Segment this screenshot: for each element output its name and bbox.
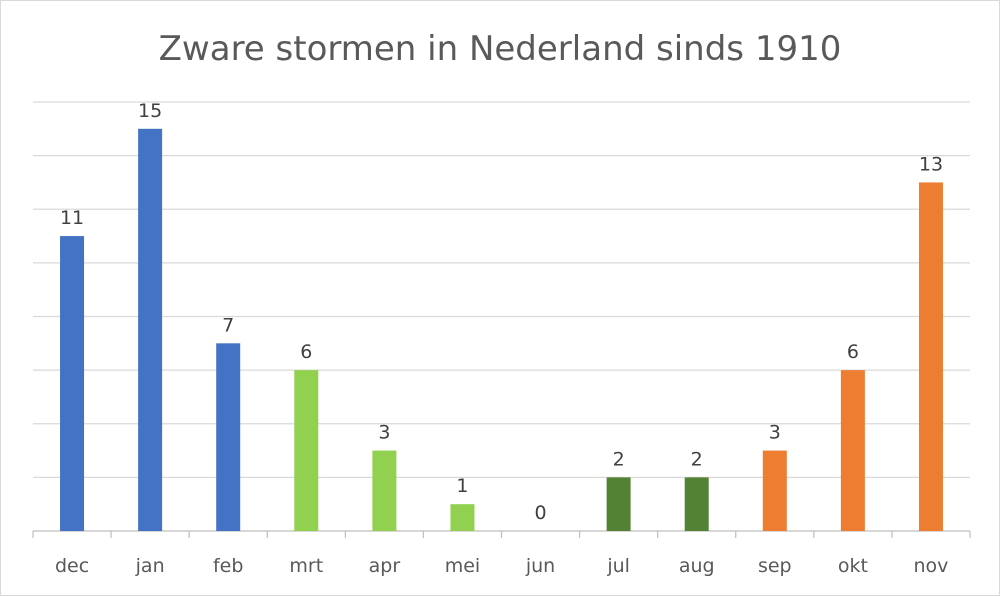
data-label-mrt: 6	[300, 341, 312, 363]
x-tick-label-mei: mei	[445, 555, 480, 577]
x-tick-label-feb: feb	[213, 555, 243, 577]
x-tick-label-aug: aug	[679, 555, 715, 577]
x-tick-label-dec: dec	[55, 555, 89, 577]
data-label-jan: 15	[138, 100, 162, 122]
bar-sep	[762, 450, 787, 531]
data-label-sep: 3	[769, 422, 781, 444]
x-tick-label-nov: nov	[913, 555, 948, 577]
bar-mei	[450, 504, 475, 531]
x-tick-label-jan: jan	[135, 555, 165, 577]
bar-feb	[216, 343, 241, 531]
data-label-jul: 2	[613, 448, 625, 470]
x-axis	[32, 530, 971, 538]
data-label-nov: 13	[919, 153, 943, 175]
bar-nov	[918, 182, 943, 531]
gridlines	[33, 101, 970, 478]
data-label-okt: 6	[847, 341, 859, 363]
bar-mrt	[294, 370, 319, 531]
x-tick-label-okt: okt	[838, 555, 868, 577]
bar-aug	[684, 477, 709, 531]
data-label-feb: 7	[222, 314, 234, 336]
bar-okt	[840, 370, 865, 531]
x-tick-label-jun: jun	[525, 555, 555, 577]
x-tick-label-apr: apr	[369, 555, 401, 577]
data-label-jun: 0	[534, 502, 546, 524]
bar-dec	[60, 236, 85, 531]
data-label-aug: 2	[691, 448, 703, 470]
bar-jul	[606, 477, 631, 531]
x-tick-label-mrt: mrt	[289, 555, 323, 577]
x-tick-labels: dec jan feb mrt apr mei jun jul aug sep okt nov	[55, 555, 948, 577]
bar-apr	[372, 450, 397, 531]
x-tick-label-jul: jul	[606, 555, 630, 577]
data-label-dec: 11	[60, 207, 84, 229]
x-tick-label-sep: sep	[758, 555, 792, 577]
data-labels: 11 15 7 6 3 1 0 2 2 3 6 13	[60, 100, 943, 524]
data-label-mei: 1	[456, 475, 468, 497]
chart-title: Zware stormen in Nederland sinds 1910	[159, 29, 842, 69]
data-label-apr: 3	[378, 422, 390, 444]
bar-jan	[138, 128, 163, 531]
bars	[60, 128, 943, 531]
